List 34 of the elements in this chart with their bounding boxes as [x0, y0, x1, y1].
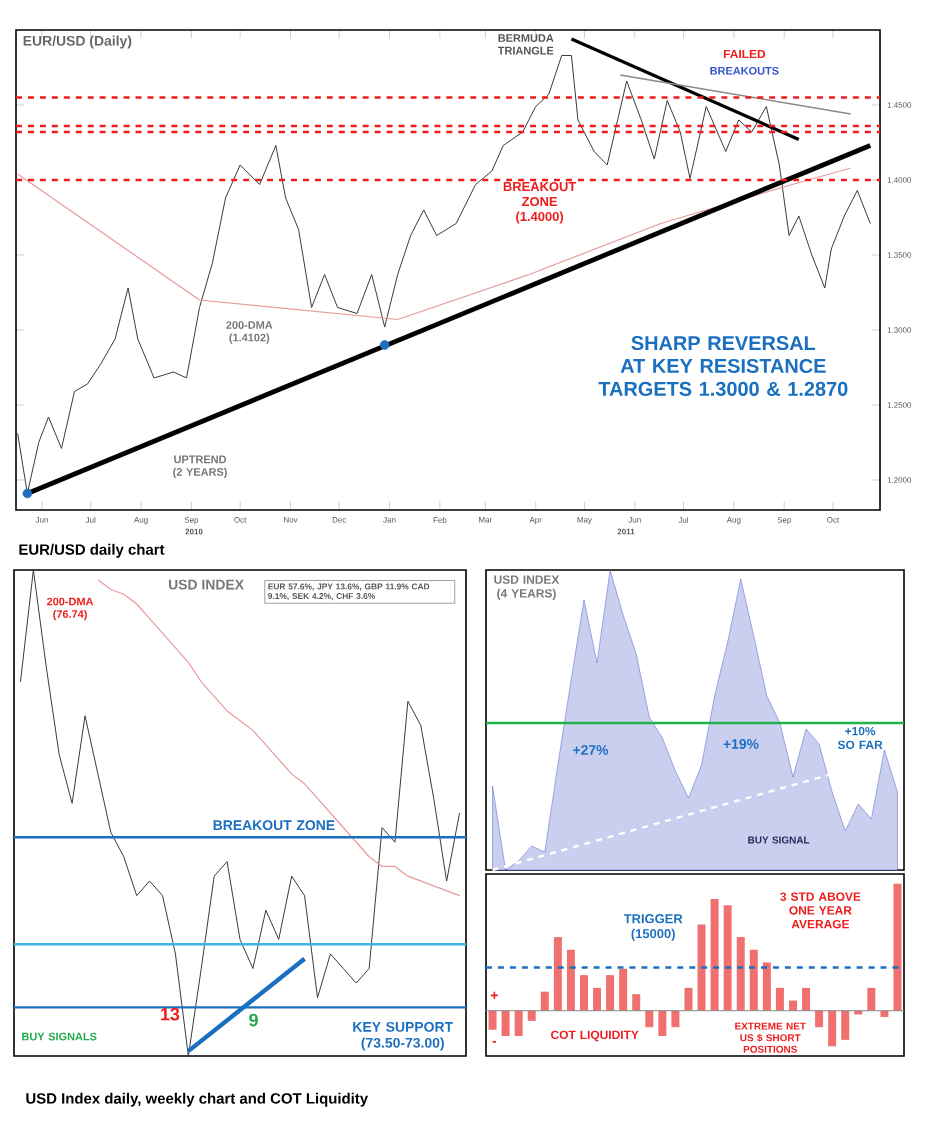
bar [710, 898, 719, 1011]
bar [658, 1010, 667, 1037]
bar [488, 1010, 497, 1030]
bar [619, 968, 628, 1011]
bar [815, 1010, 824, 1028]
bar [749, 949, 758, 1011]
bar [553, 937, 562, 1011]
annotation: 13 [161, 1007, 180, 1021]
bar [736, 937, 745, 1011]
bar [671, 1010, 680, 1028]
bar [880, 1010, 889, 1018]
bar [540, 991, 549, 1011]
bar [802, 987, 811, 1011]
bar [841, 1010, 850, 1040]
line-series [17, 167, 852, 321]
bar [684, 987, 693, 1011]
bar [514, 1010, 523, 1037]
bar [527, 1010, 536, 1021]
bar [867, 987, 876, 1011]
bar [828, 1010, 837, 1047]
bar [893, 883, 902, 1011]
annotation: 9 [249, 1013, 258, 1027]
bar [762, 962, 771, 1011]
bar [606, 975, 615, 1011]
bar [632, 994, 641, 1011]
bar [579, 975, 588, 1011]
bar [775, 987, 784, 1011]
bar [723, 905, 732, 1011]
bar [645, 1010, 654, 1028]
bar [501, 1010, 510, 1037]
bar [697, 924, 706, 1011]
annotation: SHARP REVERSAL AT KEY RESISTANCE TARGETS 1.3000 & 1.2870 [598, 336, 848, 396]
bar [566, 949, 575, 1011]
bar [593, 987, 602, 1011]
